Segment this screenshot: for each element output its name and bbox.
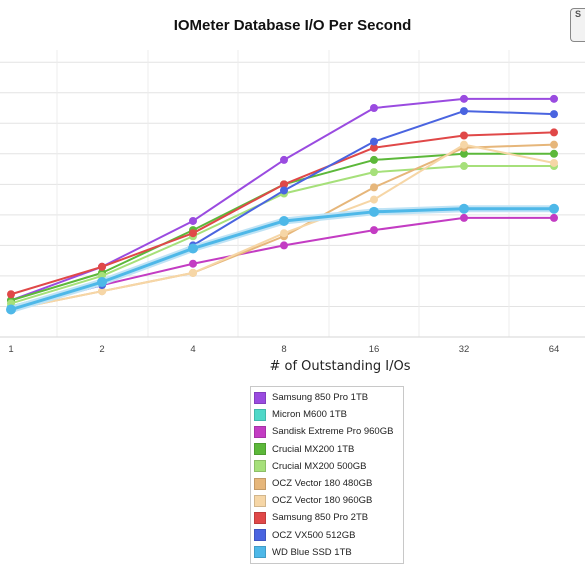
data-point xyxy=(280,241,288,250)
legend-swatch xyxy=(254,443,266,456)
data-point xyxy=(280,180,288,189)
data-point xyxy=(370,155,378,164)
legend-swatch xyxy=(254,408,266,421)
x-tick-label: 32 xyxy=(459,344,470,355)
series-crucial-mx200-1tb xyxy=(7,149,558,305)
legend-swatch xyxy=(254,494,266,507)
data-point xyxy=(370,226,378,235)
data-point xyxy=(98,287,106,296)
x-tick-label: 1 xyxy=(8,344,13,355)
x-tick-labels: 1 2 4 8 16 32 64 xyxy=(8,344,559,355)
legend-swatch xyxy=(254,391,266,404)
data-point xyxy=(279,215,289,226)
legend-swatch xyxy=(254,425,266,438)
data-point xyxy=(370,143,378,152)
data-point xyxy=(550,140,558,149)
series-samsung-850-pro-1tb xyxy=(7,94,558,305)
data-point xyxy=(549,203,559,214)
data-point xyxy=(460,213,468,222)
x-axis-title: # of Outstanding I/Os xyxy=(269,359,411,374)
data-point xyxy=(370,168,378,177)
series-sandisk-extreme-pro-960gb xyxy=(7,213,558,314)
legend-item: WD Blue SSD 1TB xyxy=(251,544,403,561)
series-wd-blue-ssd-1tb xyxy=(6,203,559,315)
legend-item: OCZ Vector 180 480GB xyxy=(251,475,403,492)
data-point xyxy=(460,140,468,149)
data-point xyxy=(370,137,378,146)
legend-label: OCZ Vector 180 960GB xyxy=(272,495,373,507)
legend-label: WD Blue SSD 1TB xyxy=(272,546,352,558)
series-lines xyxy=(6,94,559,315)
data-point xyxy=(460,162,468,171)
data-point xyxy=(370,104,378,113)
legend-swatch xyxy=(254,529,266,542)
legend-label: Sandisk Extreme Pro 960GB xyxy=(272,426,394,438)
data-point xyxy=(369,206,379,217)
legend-label: Crucial MX200 1TB xyxy=(272,443,355,455)
x-tick-label: 4 xyxy=(190,344,195,355)
data-point xyxy=(550,94,558,103)
series-ocz-vector-180-960gb xyxy=(7,140,558,314)
x-tick-label: 8 xyxy=(281,344,286,355)
data-point xyxy=(280,229,288,238)
legend-swatch xyxy=(254,477,266,490)
legend-item: Sandisk Extreme Pro 960GB xyxy=(251,423,403,440)
legend-swatch xyxy=(254,511,266,524)
legend-item: Crucial MX200 500GB xyxy=(251,458,403,475)
site-logo: S xyxy=(570,8,585,42)
data-point xyxy=(189,259,197,268)
legend-swatch xyxy=(254,546,266,559)
data-point xyxy=(460,131,468,140)
data-point xyxy=(188,243,198,254)
grid-lines xyxy=(0,50,585,338)
x-tick-label: 64 xyxy=(549,344,560,355)
legend-label: Samsung 850 Pro 1TB xyxy=(272,392,369,404)
data-point xyxy=(550,149,558,158)
data-point xyxy=(550,158,558,167)
data-point xyxy=(7,290,15,299)
legend-label: Samsung 850 Pro 2TB xyxy=(272,512,369,524)
legend-item: Crucial MX200 1TB xyxy=(251,441,403,458)
data-point xyxy=(460,94,468,103)
data-point xyxy=(6,304,16,315)
legend-swatch xyxy=(254,460,266,473)
series-samsung-850-pro-2tb xyxy=(7,128,558,299)
data-point xyxy=(370,195,378,204)
data-point xyxy=(280,155,288,164)
data-point xyxy=(280,186,288,195)
data-point xyxy=(189,229,197,238)
legend: Samsung 850 Pro 1TB Micron M600 1TB Sandis… xyxy=(250,386,404,564)
legend-item: OCZ VX500 512GB xyxy=(251,527,403,544)
line-chart: 1 2 4 8 16 32 64 xyxy=(0,50,585,355)
legend-item: OCZ Vector 180 960GB xyxy=(251,492,403,509)
data-point xyxy=(550,128,558,137)
legend-label: OCZ Vector 180 480GB xyxy=(272,478,373,490)
data-point xyxy=(550,213,558,222)
data-point xyxy=(460,107,468,116)
legend-item: Samsung 850 Pro 1TB xyxy=(251,389,403,406)
data-point xyxy=(189,216,197,225)
legend-item: Micron M600 1TB xyxy=(251,406,403,423)
data-point xyxy=(189,268,197,277)
data-point xyxy=(550,110,558,119)
chart-title: IOMeter Database I/O Per Second xyxy=(173,17,412,34)
legend-label: Crucial MX200 500GB xyxy=(272,460,367,472)
data-point xyxy=(98,262,106,271)
data-point xyxy=(459,203,469,214)
data-point xyxy=(97,277,107,288)
data-point xyxy=(370,183,378,192)
legend-label: OCZ VX500 512GB xyxy=(272,529,356,541)
legend-item: Samsung 850 Pro 2TB xyxy=(251,509,403,526)
x-tick-label: 16 xyxy=(369,344,380,355)
x-tick-label: 2 xyxy=(99,344,104,355)
legend-label: Micron M600 1TB xyxy=(272,409,347,421)
data-point xyxy=(460,149,468,158)
